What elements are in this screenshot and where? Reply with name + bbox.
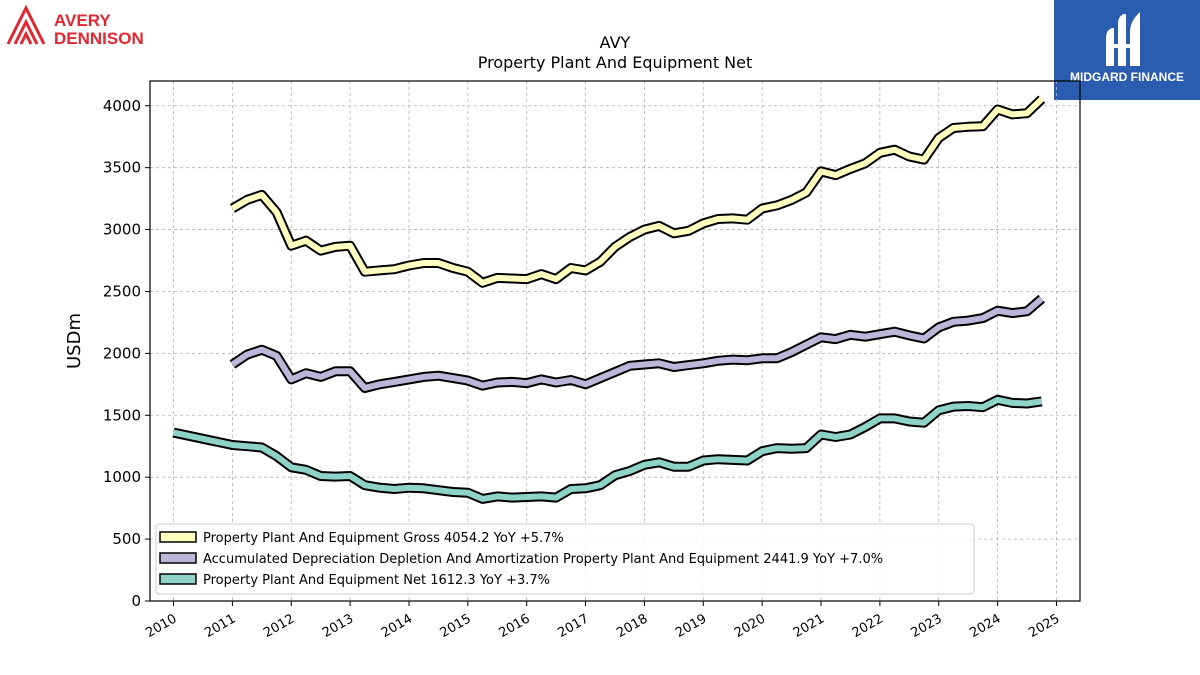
y-tick-label: 2000 [103, 344, 141, 362]
legend-label: Accumulated Depreciation Depletion And A… [203, 552, 883, 567]
x-tick-label: 2012 [261, 611, 297, 641]
publisher-name: MIDGARD FINANCE [1070, 70, 1184, 84]
y-axis-label: USDm [64, 313, 85, 369]
x-tick-label: 2015 [438, 611, 474, 641]
legend-swatch [159, 531, 197, 543]
x-tick-label: 2024 [967, 611, 1003, 641]
x-tick-label: 2011 [202, 611, 238, 641]
series-3-line-outline [172, 394, 1043, 504]
legend-label: Property Plant And Equipment Gross 4054.… [203, 531, 564, 546]
plot-frame [149, 80, 1081, 602]
avery-dennison-mark-icon [6, 4, 46, 45]
x-tick-label: 2013 [320, 611, 356, 641]
x-tick-label: 2019 [673, 611, 709, 641]
x-tick-label: 2025 [1026, 611, 1062, 641]
x-tick-label: 2018 [614, 611, 650, 641]
y-tick-label: 1500 [103, 406, 141, 424]
x-tick-label: 2014 [379, 611, 415, 641]
series-3-line [172, 396, 1043, 502]
x-tick-label: 2017 [555, 611, 591, 641]
y-tick-label: 1000 [103, 468, 141, 486]
x-tick-label: 2010 [143, 611, 179, 641]
x-tick-label: 2016 [497, 611, 533, 641]
company-name-line2: DENNISON [54, 29, 144, 48]
avery-dennison-logo: AVERY DENNISON [6, 4, 144, 48]
y-tick-label: 3500 [103, 159, 141, 177]
x-tick-label: 2021 [791, 611, 827, 641]
x-tick-label: 2020 [732, 611, 768, 641]
x-tick-label: 2023 [909, 611, 945, 641]
legend-label: Property Plant And Equipment Net 1612.3 … [203, 573, 550, 588]
chart-title: AVY [600, 33, 631, 52]
y-tick-label: 3000 [103, 221, 141, 239]
y-tick-label: 0 [131, 592, 141, 610]
legend-box [155, 523, 975, 595]
y-tick-label: 500 [112, 530, 141, 548]
series-2-line [230, 296, 1044, 391]
series-1-line [230, 96, 1044, 286]
y-tick-label: 4000 [103, 97, 141, 115]
company-name-line1: AVERY [54, 11, 111, 30]
chart-subtitle: Property Plant And Equipment Net [478, 53, 753, 72]
midgard-mark-icon [1106, 12, 1140, 66]
legend-swatch [159, 573, 197, 585]
x-tick-label: 2022 [850, 611, 886, 641]
midgard-finance-logo: MIDGARD FINANCE [1054, 0, 1200, 100]
y-tick-label: 2500 [103, 282, 141, 300]
legend-swatch [159, 552, 197, 564]
